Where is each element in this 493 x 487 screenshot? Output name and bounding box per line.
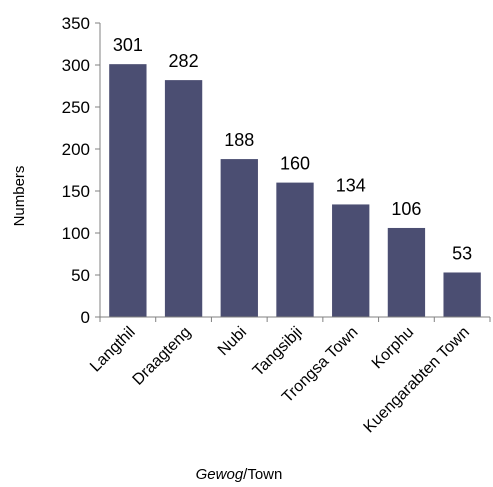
bar — [276, 182, 314, 317]
y-tick-label: 250 — [62, 98, 90, 117]
bar — [387, 227, 426, 317]
y-tick-label: 300 — [62, 56, 90, 75]
bar-data-label: 282 — [169, 51, 199, 71]
x-category-label: Nubi — [215, 324, 250, 359]
bar — [109, 64, 147, 317]
y-tick-label: 0 — [81, 308, 90, 327]
x-category-label: Korphu — [369, 324, 418, 373]
bar-data-label: 301 — [113, 35, 143, 55]
bar — [443, 272, 481, 317]
x-category-label: Kuengarabten Town — [361, 324, 473, 436]
y-tick-label: 350 — [62, 14, 90, 33]
x-axis-title-rest: /Town — [243, 466, 282, 483]
y-tick-label: 150 — [62, 182, 90, 201]
bar — [220, 159, 258, 317]
x-category-label: Draagteng — [130, 324, 195, 389]
bar-data-label: 160 — [280, 154, 310, 174]
bar-data-label: 53 — [452, 243, 472, 263]
bar — [164, 80, 203, 318]
x-axis-title-italic: Gewog — [196, 466, 244, 483]
bar — [332, 204, 370, 317]
x-category-label: Tangsibji — [250, 324, 306, 380]
x-axis-title: Gewog/Town — [196, 466, 283, 483]
bar-data-label: 106 — [391, 199, 421, 219]
x-category-label: Langthil — [87, 324, 139, 376]
y-tick-label: 200 — [62, 140, 90, 159]
y-axis-title: Numbers — [11, 166, 28, 227]
y-tick-label: 50 — [71, 266, 90, 285]
y-tick-label: 100 — [62, 224, 90, 243]
bar-data-label: 188 — [224, 130, 254, 150]
y-axis: 0 50 100 150 200 250 300 350 — [62, 14, 101, 327]
bar-data-label: 134 — [336, 175, 366, 195]
bars: 301 282 188 160 134 106 53 — [109, 35, 481, 318]
